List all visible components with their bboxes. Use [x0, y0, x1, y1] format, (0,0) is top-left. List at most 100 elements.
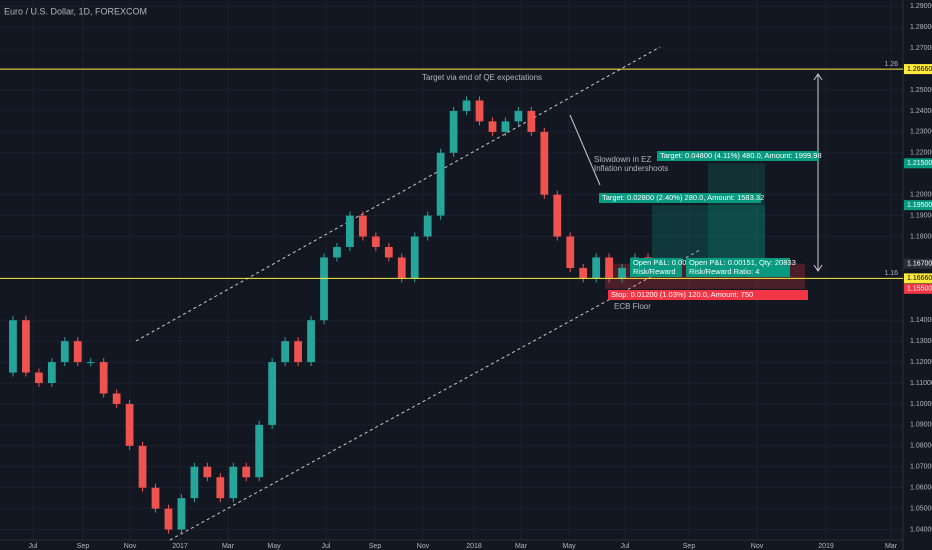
- candle: [579, 267, 588, 279]
- candle: [268, 362, 277, 425]
- candle: [333, 246, 341, 258]
- position-label-bg: [686, 267, 790, 277]
- x-tick-label: Sep: [77, 543, 90, 550]
- candle: [99, 362, 108, 394]
- chart-title: Euro / U.S. Dollar, 1D, FOREXCOM: [4, 6, 147, 16]
- x-tick-label: May: [562, 543, 576, 550]
- y-tick-label: 1.28000: [910, 24, 932, 31]
- y-tick-label: 1.08000: [910, 443, 932, 450]
- x-tick-label: Sep: [683, 543, 696, 550]
- candle: [384, 246, 393, 258]
- candle: [488, 121, 497, 132]
- position-label: Open P&L: 0.00151, Qty: 20833: [689, 258, 796, 267]
- annotation: ECB Floor: [614, 302, 651, 311]
- price-tag: 1.16660: [907, 275, 932, 282]
- candle: [216, 477, 225, 499]
- position-label: Target: 0.02800 (2.40%) 280.0, Amount: 1…: [602, 193, 764, 202]
- price-tag: 1.15500: [907, 286, 932, 293]
- candle: [242, 466, 251, 478]
- candle: [60, 341, 69, 363]
- y-tick-label: 1.19000: [910, 212, 932, 219]
- candle: [540, 131, 549, 195]
- candle: [449, 110, 458, 153]
- candle: [307, 320, 315, 363]
- candle: [34, 372, 43, 384]
- candle: [255, 424, 264, 478]
- position-label: Stop: 0.01200 (1.03%) 120.0, Amount: 750: [611, 290, 753, 299]
- y-tick-label: 1.18000: [910, 233, 932, 240]
- position-label: Risk/Reward Ratio: 4: [689, 267, 759, 276]
- y-tick-label: 1.27000: [910, 45, 932, 52]
- position-label-bg: [630, 258, 682, 268]
- x-tick-label: Nov: [751, 543, 764, 550]
- y-tick-label: 1.04000: [910, 526, 932, 533]
- y-tick-label: 1.24000: [910, 108, 932, 115]
- y-tick-label: 1.20000: [910, 191, 932, 198]
- candle: [423, 215, 432, 237]
- y-tick-label: 1.25000: [910, 87, 932, 94]
- y-tick-label: 1.29000: [910, 3, 932, 10]
- position-label-bg: [686, 258, 790, 268]
- y-tick-label: 1.06000: [910, 485, 932, 492]
- y-tick-label: 1.05000: [910, 505, 932, 512]
- position-label-bg: [599, 193, 761, 203]
- candle: [618, 267, 626, 279]
- x-tick-label: 2018: [466, 543, 482, 550]
- candle: [592, 257, 601, 279]
- y-tick-label: 1.07000: [910, 464, 932, 471]
- price-tag: 1.21500: [907, 160, 932, 167]
- position-label: Target: 0.04800 (4.11%) 480.0, Amount: 1…: [660, 151, 822, 160]
- x-tick-label: Nov: [417, 543, 430, 550]
- y-tick-label: 1.22000: [910, 150, 932, 157]
- target-zone: [652, 205, 765, 264]
- x-tick-label: Sep: [369, 543, 382, 550]
- y-tick-label: 1.09000: [910, 422, 932, 429]
- candle: [346, 215, 354, 247]
- y-tick-label: 1.10000: [910, 401, 932, 408]
- candle: [47, 362, 56, 384]
- channel-top: [135, 46, 661, 342]
- candle: [397, 257, 406, 279]
- level-label: 1.16: [884, 270, 898, 277]
- x-tick-label: Mar: [515, 543, 528, 550]
- channel-bottom: [169, 249, 701, 541]
- annotation: Slowdown in EZ: [594, 155, 651, 164]
- candle: [22, 320, 30, 373]
- y-tick-label: 1.11000: [910, 380, 932, 387]
- price-tag-bg: [904, 258, 932, 269]
- x-tick-label: Jul: [621, 543, 630, 550]
- range-arrow-heads: [813, 73, 823, 272]
- candle: [553, 194, 562, 237]
- candle: [371, 236, 380, 247]
- annotation: Inflation undershoots: [594, 164, 668, 173]
- candle: [320, 257, 328, 321]
- position-label-bg: [630, 267, 682, 277]
- candle: [164, 508, 173, 530]
- target-zone: [708, 163, 765, 264]
- candle: [86, 362, 95, 364]
- candle: [112, 393, 121, 404]
- annotation: Target via end of QE expectations: [422, 73, 542, 82]
- position-label: Open P&L: 0.001: [633, 258, 691, 267]
- candle: [475, 100, 484, 122]
- price-tag: 1.19500: [907, 202, 932, 209]
- candle: [501, 121, 510, 132]
- candle: [281, 341, 290, 363]
- candle: [203, 466, 212, 478]
- candle: [151, 487, 160, 509]
- candle: [527, 110, 536, 132]
- x-tick-label: 2017: [172, 543, 188, 550]
- price-tag: 1.16700: [907, 261, 932, 268]
- candle: [566, 236, 575, 268]
- candle: [190, 466, 199, 499]
- level-label: 1.26: [884, 61, 898, 68]
- candle: [73, 341, 82, 363]
- arrow-line: [569, 114, 601, 186]
- candle: [177, 498, 186, 530]
- x-tick-label: Mar: [222, 543, 235, 550]
- x-tick-label: 2019: [818, 543, 834, 550]
- price-tag-bg: [904, 200, 932, 211]
- candle: [462, 100, 471, 111]
